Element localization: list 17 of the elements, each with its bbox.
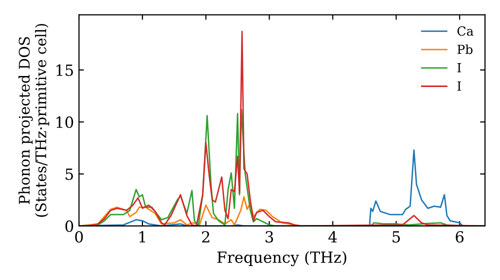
x-tick-label: 4 [328, 231, 337, 242]
x-tick-label: 2 [202, 231, 210, 242]
legend-label: Ca [457, 26, 474, 36]
legend-label: I [457, 63, 461, 72]
y-tick-label: 0 [65, 220, 74, 232]
y-tick-label: 10 [56, 116, 74, 128]
legend-label: I [457, 82, 461, 91]
y-axis-title: Phonon projected DOS (States/THz·primitive cell) [18, 24, 50, 217]
legend-label: Pb [457, 44, 473, 54]
x-axis-title: Frequency (THz) [217, 251, 346, 266]
x-tick-label: 6 [456, 231, 464, 243]
x-tick-label: 1 [139, 231, 146, 242]
x-tick-label: 5 [392, 231, 400, 243]
y-tick-label: 5 [66, 168, 73, 180]
x-tick-label: 3 [266, 231, 274, 243]
x-tick-label: 0 [75, 231, 83, 243]
y-tick-label: 15 [56, 64, 73, 76]
